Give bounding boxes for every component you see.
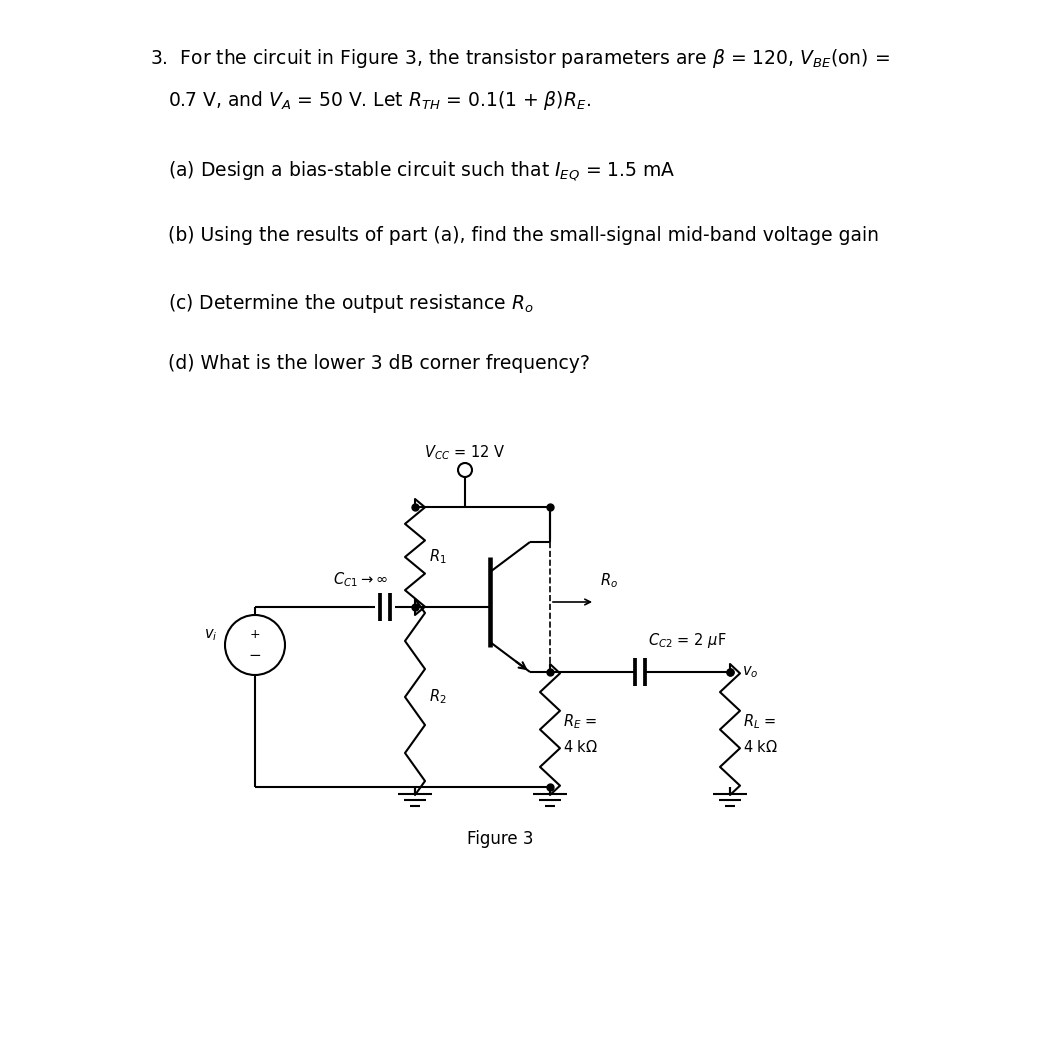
Text: 3.  For the circuit in Figure 3, the transistor parameters are $\beta$ = 120, $V: 3. For the circuit in Figure 3, the tran… <box>150 47 890 70</box>
Text: (d) What is the lower 3 dB corner frequency?: (d) What is the lower 3 dB corner freque… <box>168 354 589 373</box>
Text: 4 k$\Omega$: 4 k$\Omega$ <box>563 739 598 754</box>
Text: $R_E$ =: $R_E$ = <box>563 712 597 730</box>
Text: $R_L$ =: $R_L$ = <box>743 712 776 730</box>
Text: −: − <box>249 647 261 663</box>
Text: $V_{CC}$ = 12 V: $V_{CC}$ = 12 V <box>425 443 506 462</box>
Text: +: + <box>250 628 260 642</box>
Text: Figure 3: Figure 3 <box>467 830 533 848</box>
Text: $R_o$: $R_o$ <box>600 571 618 590</box>
Text: $R_1$: $R_1$ <box>429 548 447 567</box>
Text: (a) Design a bias-stable circuit such that $I_{EQ}$ = 1.5 mA: (a) Design a bias-stable circuit such th… <box>168 160 675 183</box>
Text: $C_{C2}$ = 2 $\mu$F: $C_{C2}$ = 2 $\mu$F <box>648 631 726 650</box>
Text: 4 k$\Omega$: 4 k$\Omega$ <box>743 739 778 754</box>
Text: (b) Using the results of part (a), find the small-signal mid-band voltage gain: (b) Using the results of part (a), find … <box>168 226 879 245</box>
Text: 0.7 V, and $V_A$ = 50 V. Let $R_{TH}$ = 0.1(1 + $\beta$)$R_E$.: 0.7 V, and $V_A$ = 50 V. Let $R_{TH}$ = … <box>168 89 590 111</box>
Text: $v_o$: $v_o$ <box>742 664 758 679</box>
Text: (c) Determine the output resistance $R_o$: (c) Determine the output resistance $R_o… <box>168 292 534 315</box>
Text: $C_{C1} \rightarrow \infty$: $C_{C1} \rightarrow \infty$ <box>333 570 388 589</box>
Text: $R_2$: $R_2$ <box>429 688 446 706</box>
Text: $v_i$: $v_i$ <box>204 627 217 643</box>
